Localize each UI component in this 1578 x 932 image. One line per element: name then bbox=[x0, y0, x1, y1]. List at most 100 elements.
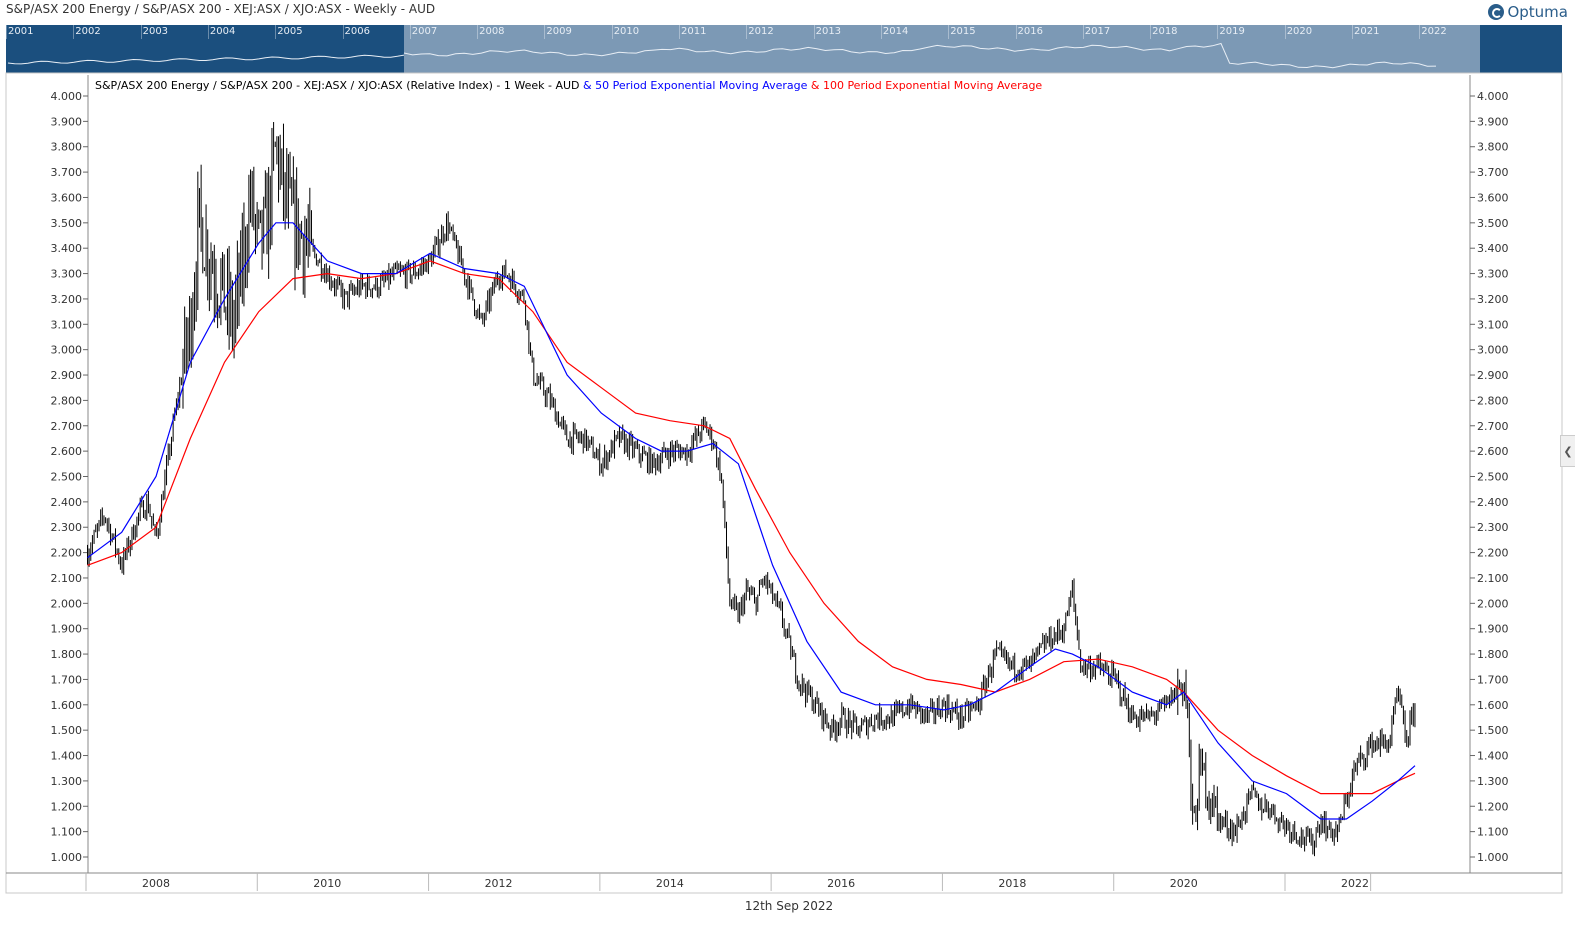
y-tick-label-right: 2.400 bbox=[1477, 496, 1509, 509]
y-tick-label-right: 2.700 bbox=[1477, 420, 1509, 433]
overview-tick bbox=[477, 25, 479, 39]
overview-year-label: 2008 bbox=[479, 26, 505, 37]
y-tick-label-left: 2.500 bbox=[51, 471, 83, 484]
y-tick-label-left: 2.800 bbox=[51, 394, 83, 407]
y-tick-label-left: 3.800 bbox=[51, 141, 83, 154]
overview-year-label: 2016 bbox=[1017, 26, 1043, 37]
y-tick-label-right: 1.700 bbox=[1477, 673, 1509, 686]
y-tick-label-right: 1.000 bbox=[1477, 851, 1509, 864]
x-tick-label: 2008 bbox=[142, 877, 170, 890]
y-tick-label-right: 3.400 bbox=[1477, 242, 1509, 255]
y-tick-label-right: 2.900 bbox=[1477, 369, 1509, 382]
y-tick-label-left: 1.000 bbox=[51, 851, 83, 864]
y-tick-label-left: 1.600 bbox=[51, 699, 83, 712]
overview-year-label: 2021 bbox=[1354, 26, 1380, 37]
overview-year-label: 2012 bbox=[748, 26, 774, 37]
y-tick-label-left: 3.600 bbox=[51, 191, 83, 204]
window-title: S&P/ASX 200 Energy / S&P/ASX 200 - XEJ:A… bbox=[6, 2, 436, 16]
y-tick-label-right: 1.800 bbox=[1477, 648, 1509, 661]
y-tick-label-left: 1.200 bbox=[51, 800, 83, 813]
legend-ema100: & 100 Period Exponential Moving Average bbox=[807, 79, 1043, 92]
overview-year-label: 2006 bbox=[344, 26, 370, 37]
overview-tick bbox=[679, 25, 680, 39]
overview-year-label: 2018 bbox=[1152, 26, 1178, 37]
y-tick-label-right: 3.500 bbox=[1477, 217, 1509, 230]
overview-tick bbox=[140, 25, 142, 39]
y-tick-label-right: 2.100 bbox=[1477, 572, 1509, 585]
overview-tick bbox=[1082, 25, 1084, 39]
y-tick-label-left: 3.400 bbox=[51, 242, 83, 255]
overview-year-label: 2003 bbox=[142, 26, 169, 37]
y-tick-label-right: 2.600 bbox=[1477, 445, 1509, 458]
y-tick-label-left: 3.900 bbox=[51, 115, 83, 128]
y-tick-label-left: 1.800 bbox=[51, 648, 83, 661]
y-tick-label-left: 3.500 bbox=[51, 217, 83, 230]
y-tick-label-right: 1.400 bbox=[1477, 750, 1509, 763]
x-tick-label: 2012 bbox=[485, 877, 513, 890]
x-tick-label: 2014 bbox=[656, 877, 684, 890]
ema50-line bbox=[87, 222, 1416, 820]
y-tick-label-right: 1.500 bbox=[1477, 724, 1509, 737]
y-tick-label-right: 3.300 bbox=[1477, 268, 1509, 281]
overview-year-label: 2002 bbox=[75, 26, 101, 37]
x-tick-label: 2020 bbox=[1170, 877, 1198, 890]
optuma-logo-icon bbox=[1488, 4, 1505, 20]
y-tick-label-left: 3.000 bbox=[51, 344, 83, 357]
overview-tick bbox=[1015, 25, 1017, 39]
overview-year-label: 2001 bbox=[8, 26, 34, 37]
overview-year-label: 2022 bbox=[1421, 26, 1447, 37]
overview-year-label: 2011 bbox=[681, 26, 707, 37]
y-tick-label-right: 2.800 bbox=[1477, 394, 1509, 407]
overview-year-label: 2014 bbox=[882, 26, 909, 37]
y-tick-label-right: 3.700 bbox=[1477, 166, 1509, 179]
y-tick-label-right: 3.100 bbox=[1477, 318, 1509, 331]
y-tick-label-left: 3.100 bbox=[51, 318, 83, 331]
brand-name: Optuma bbox=[1507, 3, 1568, 21]
overview-year-label: 2017 bbox=[1084, 26, 1111, 37]
y-tick-label-left: 2.100 bbox=[51, 572, 83, 585]
y-tick-label-right: 1.900 bbox=[1477, 623, 1509, 636]
x-tick-label: 2022 bbox=[1341, 877, 1369, 890]
overview-tick bbox=[1217, 25, 1219, 39]
y-tick-label-right: 2.500 bbox=[1477, 471, 1509, 484]
y-tick-label-left: 4.000 bbox=[51, 90, 83, 103]
x-tick-label: 2016 bbox=[827, 877, 855, 890]
y-tick-label-right: 1.200 bbox=[1477, 800, 1509, 813]
overview-price-line bbox=[7, 42, 1437, 69]
overview-year-label: 2015 bbox=[950, 26, 976, 37]
overview-tick bbox=[1352, 25, 1353, 39]
overview-tick bbox=[1284, 25, 1286, 39]
overview-year-label: 2013 bbox=[815, 26, 842, 37]
y-tick-label-right: 3.600 bbox=[1477, 191, 1509, 204]
y-tick-label-right: 2.300 bbox=[1477, 521, 1509, 534]
y-tick-label-left: 2.700 bbox=[51, 420, 83, 433]
y-tick-label-right: 1.300 bbox=[1477, 775, 1509, 788]
x-tick-label: 2010 bbox=[313, 877, 341, 890]
overview-selection-window[interactable] bbox=[404, 25, 1480, 73]
overview-year-label: 2005 bbox=[277, 26, 303, 37]
y-tick-label-left: 1.100 bbox=[51, 826, 83, 839]
chart-legend: S&P/ASX 200 Energy / S&P/ASX 200 - XEJ:A… bbox=[95, 79, 1042, 92]
y-tick-label-left: 1.700 bbox=[51, 673, 83, 686]
overview-tick bbox=[73, 25, 75, 39]
overview-tick bbox=[1150, 25, 1152, 39]
y-tick-label-right: 2.000 bbox=[1477, 597, 1509, 610]
collapse-panel-button[interactable]: ❮ bbox=[1560, 435, 1575, 467]
y-tick-label-left: 2.600 bbox=[51, 445, 83, 458]
y-tick-label-left: 1.400 bbox=[51, 750, 83, 763]
overview-tick bbox=[948, 25, 950, 39]
y-tick-label-left: 2.900 bbox=[51, 369, 83, 382]
y-tick-label-right: 3.200 bbox=[1477, 293, 1509, 306]
current-date-label: 12th Sep 2022 bbox=[744, 899, 834, 913]
overview-navigator[interactable]: 2001 2002 2003 2004 2005 2006 2007 2008 2009 2010… bbox=[6, 25, 1562, 73]
overview-tick bbox=[6, 25, 7, 39]
overview-tick bbox=[342, 25, 344, 39]
y-tick-label-right: 3.800 bbox=[1477, 141, 1509, 154]
y-tick-label-left: 2.300 bbox=[51, 521, 83, 534]
y-tick-label-right: 3.900 bbox=[1477, 115, 1509, 128]
y-tick-label-left: 3.700 bbox=[51, 166, 83, 179]
overview-year-label: 2019 bbox=[1219, 26, 1245, 37]
overview-year-label: 2004 bbox=[209, 26, 236, 37]
legend-main: S&P/ASX 200 Energy / S&P/ASX 200 - XEJ:A… bbox=[95, 79, 580, 92]
